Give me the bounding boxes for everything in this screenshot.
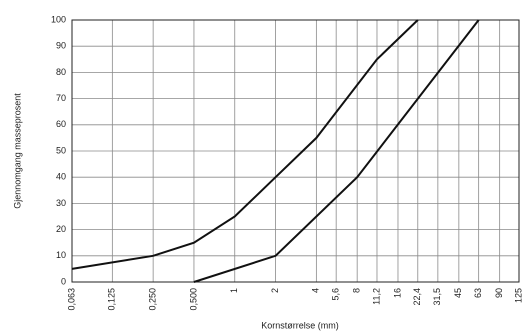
x-tick-label: 8 — [352, 288, 362, 293]
y-tick-label: 90 — [56, 41, 66, 51]
y-tick-label: 70 — [56, 93, 66, 103]
x-tick-label: 1 — [229, 288, 239, 293]
y-tick-label: 80 — [56, 67, 66, 77]
x-axis-title: Kornstørrelse (mm) — [261, 320, 339, 330]
x-tick-label: 31,5 — [432, 288, 442, 306]
x-tick-label: 22,4 — [412, 288, 422, 306]
x-tick-label: 4 — [311, 288, 321, 293]
y-tick-label: 20 — [56, 224, 66, 234]
x-tick-label: 16 — [392, 288, 402, 298]
grading-curve — [71, 19, 419, 270]
y-tick-label: 60 — [56, 119, 66, 129]
x-tick-label: 63 — [473, 288, 483, 298]
y-tick-label: 30 — [56, 198, 66, 208]
x-tick-label: 90 — [494, 288, 504, 298]
x-tick-label: 0,125 — [107, 288, 117, 311]
y-tick-label: 0 — [61, 276, 66, 286]
y-tick-label: 10 — [56, 250, 66, 260]
grading-curve — [193, 19, 480, 283]
y-tick-label: 50 — [56, 145, 66, 155]
y-axis-title: Gjennomgang masseprosent — [12, 93, 22, 209]
x-tick-label: 11,2 — [371, 288, 381, 305]
x-tick-label: 0,063 — [66, 288, 76, 311]
x-tick-label: 5,6 — [331, 288, 341, 301]
x-tick-label: 45 — [453, 288, 463, 298]
y-tick-label: 40 — [56, 172, 66, 182]
x-tick-label: 125 — [513, 288, 523, 303]
x-tick-label: 0,500 — [188, 288, 198, 311]
x-tick-label: 0,250 — [148, 288, 158, 311]
y-tick-label: 100 — [51, 14, 66, 24]
x-tick-label: 2 — [270, 288, 280, 293]
plot-border — [71, 19, 520, 283]
